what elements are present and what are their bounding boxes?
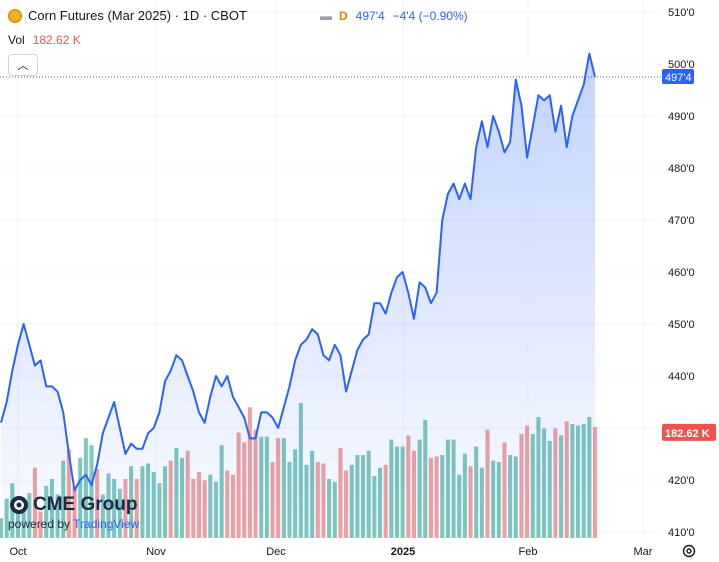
quote-row: ▬ D 497'4 −4'4 (−0.90%) [320,9,468,23]
y-tick-label: 420'0 [668,475,695,487]
y-tick-label: 440'0 [668,371,695,383]
volume-legend: Vol 182.62 K [8,33,81,47]
corn-coin-icon [8,8,22,23]
y-tick-label: 450'0 [668,319,695,331]
x-tick-label: Nov [146,546,166,558]
price-line [0,52,596,492]
x-axis[interactable]: Oct Nov Dec 2025 Feb Mar [9,546,652,558]
price-area [1,53,595,538]
y-tick-label: 470'0 [668,215,695,227]
tradingview-brand: TradingView [73,517,140,531]
y-tick-label: 510'0 [668,7,695,19]
brand-name: CME Group [33,494,138,515]
cme-logo[interactable]: CME Group powered by TradingView [8,494,139,531]
powered-by: powered by TradingView [8,517,139,531]
powered-by-text: powered by [8,517,71,531]
last-price-badge: 497'4 [662,69,694,84]
chevron-up-icon: ︿ [17,60,29,72]
price-change: −4'4 (−0.90%) [392,9,468,23]
volume-value: 182.62 K [32,33,81,47]
flag-icon[interactable]: ▬ [320,9,332,23]
symbol-title[interactable]: Corn Futures (Mar 2025) · 1D · CBOT [28,8,247,23]
symbol-header[interactable]: Corn Futures (Mar 2025) · 1D · CBOT [8,8,247,23]
last-price-label: 497'4 [665,72,692,84]
last-volume-label: 182.62 K [665,428,710,440]
y-tick-label: 500'0 [668,59,695,71]
gear-icon[interactable] [681,543,697,559]
exchange-badge: D [339,9,348,23]
y-axis[interactable]: 510'0 500'0 490'0 480'0 470'0 460'0 450'0 440'0… [668,7,695,539]
y-tick-label: 410'0 [668,527,695,539]
last-volume-badge: 182.62 K [662,423,716,441]
x-tick-label: 2025 [391,546,415,558]
y-tick-label: 480'0 [668,163,695,175]
x-tick-label: Oct [9,546,26,558]
x-tick-label: Dec [266,546,286,558]
cme-brand: CME Group [8,494,139,516]
cme-globe-icon [10,496,28,514]
collapse-legend-button[interactable]: ︿ [8,54,38,76]
y-tick-label: 460'0 [668,267,695,279]
x-tick-label: Feb [519,546,538,558]
last-price: 497'4 [355,9,385,23]
y-tick-label: 490'0 [668,111,695,123]
x-tick-label: Mar [634,546,653,558]
volume-label: Vol [8,33,25,47]
